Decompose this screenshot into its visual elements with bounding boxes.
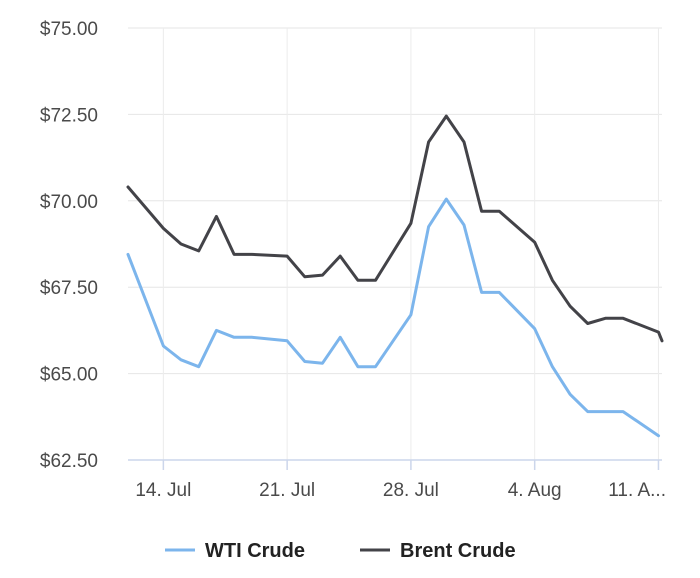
y-tick-label: $75.00 [40,19,98,40]
x-tick-label: 28. Jul [383,480,439,501]
x-axis-tick-labels: 14. Jul 21. Jul 28. Jul 4. Aug 11. A... [135,480,666,501]
series-line-brent-crude[interactable] [126,114,664,343]
y-axis-tick-labels: $75.00 $72.50 $70.00 $67.50 $65.00 $62.50 [40,19,98,472]
x-tick-label: 11. A... [608,480,666,501]
y-tick-label: $67.50 [40,278,98,299]
legend-item-brent-crude[interactable]: Brent Crude [360,540,516,562]
legend-label: Brent Crude [400,540,516,562]
legend-label: WTI Crude [205,540,305,562]
y-tick-label: $65.00 [40,365,98,386]
series-group [126,114,664,438]
legend[interactable]: WTI Crude Brent Crude [165,540,516,562]
y-tick-label: $70.00 [40,192,98,213]
x-tick-label: 21. Jul [259,480,315,501]
x-axis [128,459,662,470]
grid [128,27,662,460]
x-tick-label: 14. Jul [135,480,191,501]
legend-item-wti-crude[interactable]: WTI Crude [165,540,305,562]
y-tick-label: $62.50 [40,451,98,472]
series-line-wti-crude[interactable] [126,197,660,438]
y-tick-label: $72.50 [40,105,98,126]
x-tick-label: 4. Aug [508,480,562,501]
